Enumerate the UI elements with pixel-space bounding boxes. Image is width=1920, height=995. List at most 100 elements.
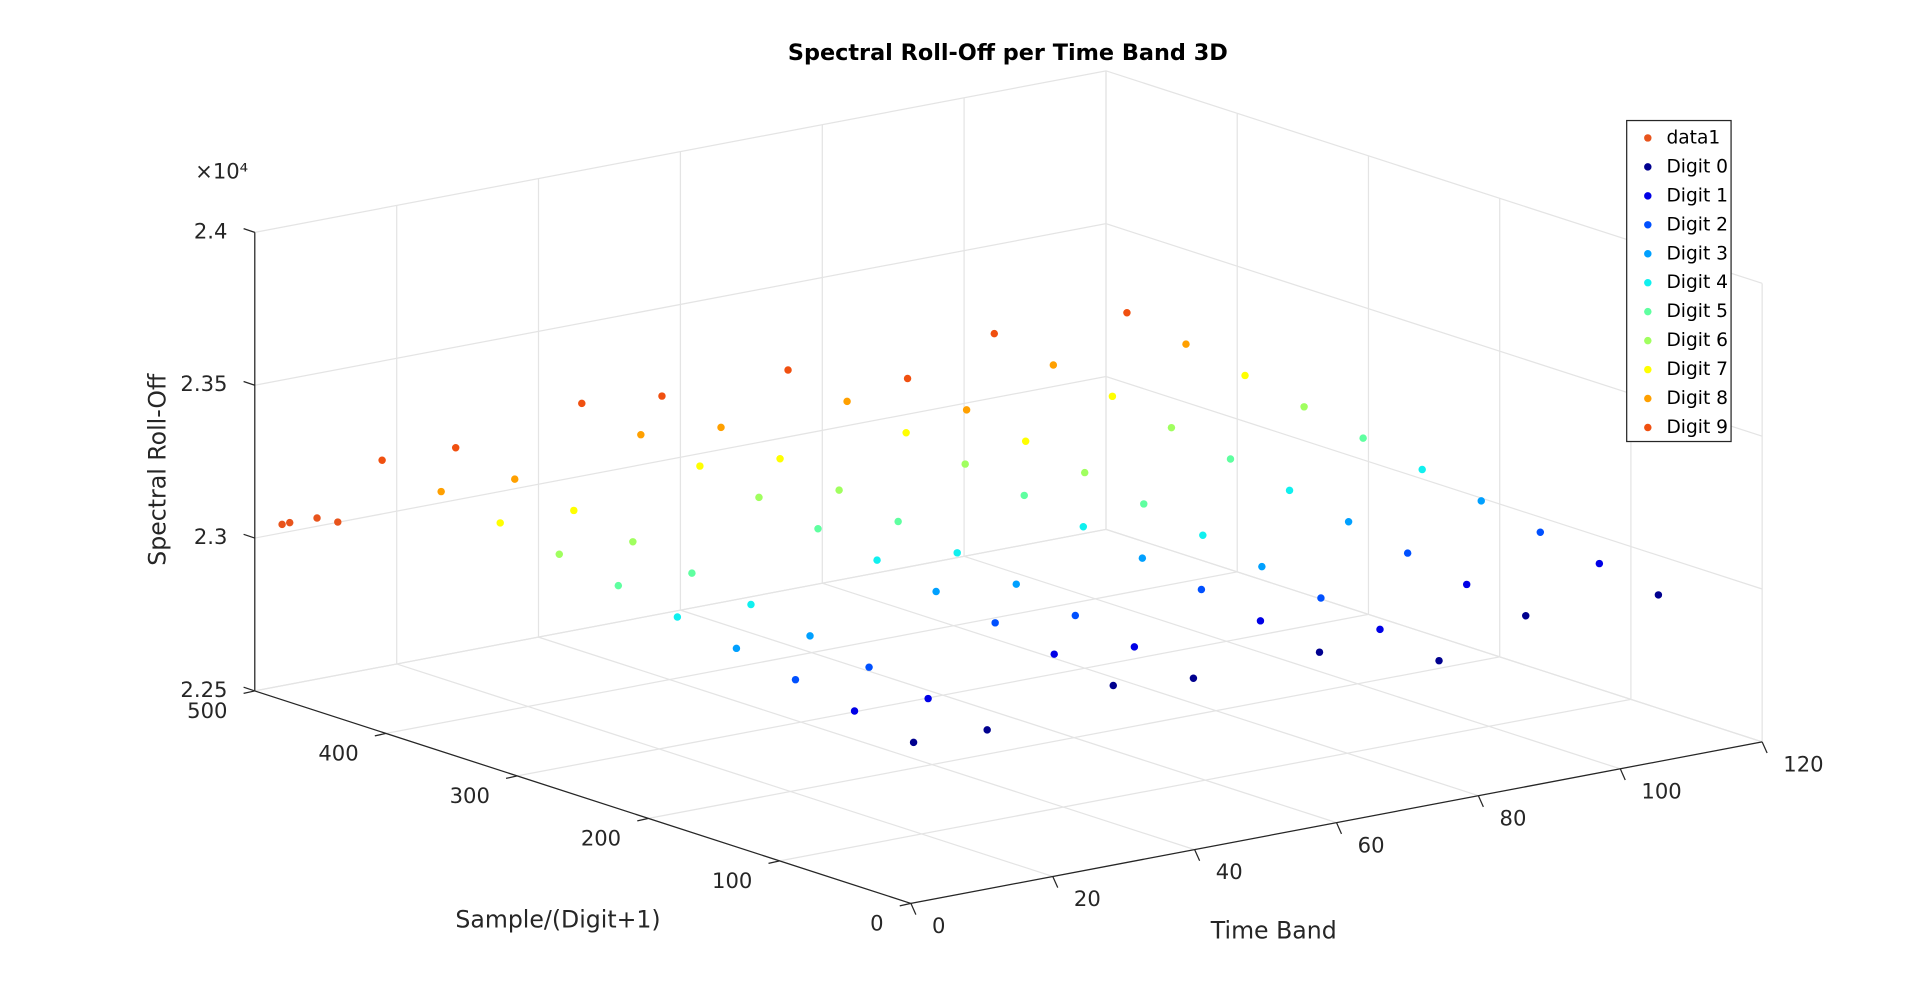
point (1140, 500, 1148, 508)
x-tick-label: 80 (1500, 805, 1527, 830)
legend-label: Digit 0 (1666, 156, 1728, 177)
point (496, 519, 504, 527)
tick-mark (1761, 741, 1768, 754)
grid-line (821, 124, 1479, 797)
tick-mark (243, 686, 255, 692)
point (555, 550, 563, 558)
series (614, 434, 1367, 590)
point (1182, 340, 1190, 348)
point (1108, 392, 1117, 401)
point (578, 399, 586, 408)
y-tick-label: 100 (712, 868, 752, 893)
point (1462, 580, 1471, 589)
chart-title: Spectral Roll-Off per Time Band 3D (788, 40, 1228, 66)
point (696, 462, 704, 470)
point (873, 556, 881, 564)
tick-mark (243, 690, 255, 695)
legend-marker (1644, 394, 1652, 403)
point (902, 428, 910, 437)
y-tick-label: 300 (450, 783, 490, 808)
grid-line (385, 113, 1238, 735)
x-tick-label: 0 (932, 913, 945, 938)
point (990, 329, 999, 338)
point (629, 538, 637, 546)
legend-label: data1 (1666, 127, 1720, 148)
legend-label: Digit 7 (1666, 359, 1728, 380)
point (1049, 361, 1058, 369)
point (843, 397, 851, 406)
x-tick-label: 20 (1074, 886, 1101, 911)
point (814, 525, 822, 533)
point (1020, 491, 1028, 500)
point (1522, 612, 1530, 620)
point (806, 632, 814, 640)
legend-marker (1644, 163, 1652, 171)
point (1080, 468, 1089, 477)
legend-marker (1644, 336, 1652, 345)
point (732, 644, 741, 653)
point (1071, 611, 1080, 620)
point (747, 600, 755, 609)
point (1258, 562, 1266, 571)
point (776, 455, 784, 463)
point (334, 518, 342, 526)
point (1021, 437, 1030, 445)
point (285, 518, 294, 527)
legend-label: Digit 9 (1666, 417, 1728, 438)
legend-marker (1644, 192, 1652, 200)
point (1199, 531, 1207, 540)
grid-line (648, 198, 1501, 820)
grid-line (254, 70, 1763, 284)
tick-mark (505, 775, 518, 780)
point (924, 694, 932, 703)
point (850, 707, 859, 715)
point (1050, 650, 1058, 658)
point (570, 506, 578, 515)
legend: data1 Digit 0 Digit 1 Digit 2 Digit 3 Digit 4… (1626, 119, 1732, 443)
point (1359, 434, 1367, 442)
legend-label: Digit 5 (1666, 301, 1728, 322)
legend-label: Digit 8 (1666, 388, 1728, 409)
grid-line (396, 205, 1054, 878)
grid-line (254, 375, 1763, 590)
point (983, 726, 991, 734)
z-tick-label: 2.25 (180, 677, 227, 702)
point (865, 663, 873, 671)
tick-mark (243, 533, 255, 539)
y-tick-label: 500 (187, 698, 227, 723)
point (1477, 497, 1485, 505)
series (278, 514, 342, 529)
point (1167, 423, 1176, 432)
tick-mark (899, 902, 912, 907)
grid-line (963, 97, 1621, 770)
legend-label: Digit 1 (1666, 185, 1728, 206)
legend-marker (1644, 307, 1652, 316)
point (1241, 371, 1249, 380)
point (1300, 403, 1308, 411)
legend-marker (1644, 221, 1652, 229)
point (1197, 585, 1206, 594)
z-multiplier: ×10⁴ (195, 159, 248, 184)
x-tick-label: 60 (1358, 832, 1385, 857)
x-tick-label: 100 (1641, 778, 1681, 803)
point (451, 444, 460, 452)
tick-mark (910, 903, 917, 915)
y-axis-title: Sample/(Digit+1) (455, 905, 660, 933)
tick-mark (243, 228, 255, 233)
z-tick-label: 2.3 (194, 524, 228, 549)
point (1012, 580, 1020, 588)
point (784, 366, 792, 374)
series (673, 465, 1426, 621)
point (1344, 517, 1353, 526)
point (1536, 528, 1545, 536)
legend-label: Digit 6 (1666, 330, 1728, 351)
point (1317, 594, 1325, 602)
point (909, 738, 918, 747)
point (658, 392, 666, 400)
series (791, 528, 1545, 684)
point (1435, 656, 1443, 665)
legend-label: Digit 2 (1666, 214, 1728, 235)
tick-mark (1052, 876, 1059, 888)
point (755, 493, 763, 502)
